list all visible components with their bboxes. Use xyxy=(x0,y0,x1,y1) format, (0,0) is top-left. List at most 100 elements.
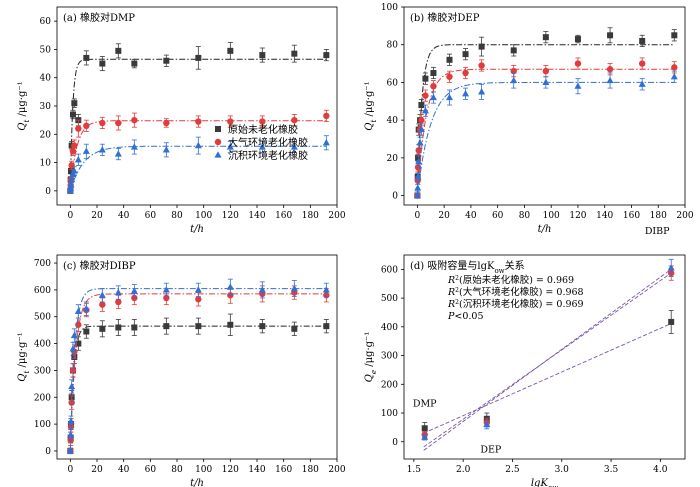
data-point-b-0-2 xyxy=(415,154,422,161)
data-point-a-2-15 xyxy=(290,143,298,150)
data-point-c-2-13 xyxy=(226,283,234,290)
data-point-c-2-11 xyxy=(162,286,170,293)
y-tick-label-b-0: 0 xyxy=(392,192,398,202)
data-point-b-1-6 xyxy=(422,92,429,99)
data-point-a-2-13 xyxy=(226,143,234,150)
point-label-dep: DEP xyxy=(480,445,502,456)
data-point-a-0-4 xyxy=(70,111,76,118)
data-point-a-1-12 xyxy=(195,118,202,125)
data-point-b-2-14 xyxy=(606,76,614,84)
y-tick-label-a-1: 10 xyxy=(40,159,52,169)
x-tick-label-a-5: 100 xyxy=(195,211,212,221)
data-point-b-0-16 xyxy=(671,32,678,39)
data-point-c-2-14 xyxy=(258,286,266,293)
data-point-a-1-8 xyxy=(99,119,106,127)
data-point-d-0-2 xyxy=(668,318,675,325)
x-tick-label-d-1: 2.0 xyxy=(456,465,471,475)
x-tick-label-a-6: 120 xyxy=(222,211,239,221)
x-tick-label-a-3: 60 xyxy=(145,211,157,221)
data-point-b-0-6 xyxy=(422,75,429,82)
data-point-b-2-6 xyxy=(421,106,429,114)
annotation-3: P<0.05 xyxy=(447,311,484,322)
x-tick-label-d-4: 3.5 xyxy=(604,465,619,475)
data-point-b-1-9 xyxy=(462,69,469,77)
data-point-c-2-8 xyxy=(98,291,106,298)
x-tick-label-a-4: 80 xyxy=(171,211,183,221)
data-point-a-2-9 xyxy=(114,150,122,157)
x-tick-label-a-8: 160 xyxy=(275,211,292,221)
x-axis-label-d: lgKow xyxy=(531,478,558,487)
x-tick-label-a-1: 20 xyxy=(91,211,103,221)
data-point-a-1-11 xyxy=(163,119,170,127)
x-tick-label-c-2: 40 xyxy=(118,465,130,475)
plot-frame-a xyxy=(56,6,338,206)
data-point-a-0-16 xyxy=(323,52,330,59)
y-tick-label-c-3: 300 xyxy=(34,366,51,376)
x-tick-label-b-5: 100 xyxy=(543,211,560,221)
x-tick-label-c-8: 160 xyxy=(275,465,292,475)
x-tick-label-b-4: 80 xyxy=(519,211,531,221)
data-point-c-2-15 xyxy=(290,284,298,292)
data-point-b-2-2 xyxy=(414,172,422,180)
data-point-a-2-8 xyxy=(98,146,106,153)
x-tick-label-b-3: 60 xyxy=(492,211,504,221)
y-tick-label-b-1: 20 xyxy=(387,154,399,164)
data-point-a-2-2 xyxy=(67,181,75,188)
point-label-dmp: DMP xyxy=(413,398,437,409)
data-point-c-1-12 xyxy=(195,296,202,303)
data-point-c-0-15 xyxy=(291,325,298,332)
data-point-d-0-0 xyxy=(421,425,428,432)
data-point-b-2-7 xyxy=(429,93,437,101)
data-point-b-2-15 xyxy=(638,80,646,87)
data-point-b-2-16 xyxy=(670,72,678,80)
y-tick-label-b-2: 40 xyxy=(387,116,399,126)
panel-a: 0 20 40 60 80 100 120 140 160 180 200 0 10 20 30 40 50 60… xyxy=(17,6,346,235)
data-point-a-0-15 xyxy=(291,50,298,57)
data-point-c-2-1 xyxy=(67,431,75,438)
data-point-b-2-4 xyxy=(416,138,424,146)
x-axis-label-b: t/h xyxy=(538,224,552,235)
data-point-b-0-12 xyxy=(542,34,549,41)
y-tick-label-d-3: 300 xyxy=(381,352,398,362)
y-tick-label-d-5: 500 xyxy=(381,294,398,304)
plot-frame-d xyxy=(403,254,686,460)
data-point-b-2-13 xyxy=(574,82,582,89)
data-point-a-2-7 xyxy=(82,147,90,154)
x-tick-label-a-2: 40 xyxy=(118,211,130,221)
series-d-0 xyxy=(421,310,675,435)
y-tick-label-d-0: 0 xyxy=(392,438,398,448)
y-tick-label-d-1: 100 xyxy=(381,409,398,419)
y-tick-label-a-2: 20 xyxy=(40,130,52,140)
y-tick-label-c-0: 0 xyxy=(45,447,51,457)
plot-frame-c xyxy=(56,254,338,460)
data-point-c-0-13 xyxy=(227,321,234,328)
panel-title-b: (b) 橡胶对DEP xyxy=(410,11,480,24)
data-point-b-0-14 xyxy=(607,32,614,39)
x-tick-label-a-9: 180 xyxy=(302,211,319,221)
y-tick-label-a-3: 30 xyxy=(40,102,52,112)
x-tick-label-c-9: 180 xyxy=(302,465,319,475)
data-point-a-1-9 xyxy=(115,119,122,127)
annotation-1: R2(大气环境老化橡胶) = 0.968 xyxy=(447,286,584,298)
x-tick-label-b-2: 40 xyxy=(465,211,477,221)
fit-line-d-2 xyxy=(423,269,671,451)
series-d-2 xyxy=(421,258,675,451)
data-point-b-1-7 xyxy=(430,83,437,90)
y-tick-label-c-6: 600 xyxy=(34,286,51,296)
legend-marker-2 xyxy=(214,151,222,158)
data-point-b-2-0 xyxy=(413,191,421,199)
x-tick-label-c-0: 0 xyxy=(67,465,73,475)
legend-label-0: 原始未老化橡胶 xyxy=(228,123,298,136)
annotation-0: R2(原始未老化橡胶) = 0.969 xyxy=(447,274,574,286)
legend-marker-0 xyxy=(215,126,221,132)
y-tick-label-b-5: 100 xyxy=(381,3,398,13)
data-point-b-2-9 xyxy=(462,89,470,97)
data-point-c-1-8 xyxy=(99,301,106,308)
x-tick-label-b-0: 0 xyxy=(415,211,421,221)
y-tick-label-a-5: 50 xyxy=(40,45,52,55)
legend-label-2: 沉积环境老化橡胶 xyxy=(228,149,308,162)
data-point-c-0-6 xyxy=(75,340,82,347)
data-point-a-1-15 xyxy=(291,116,298,124)
series-a-1 xyxy=(67,109,330,195)
